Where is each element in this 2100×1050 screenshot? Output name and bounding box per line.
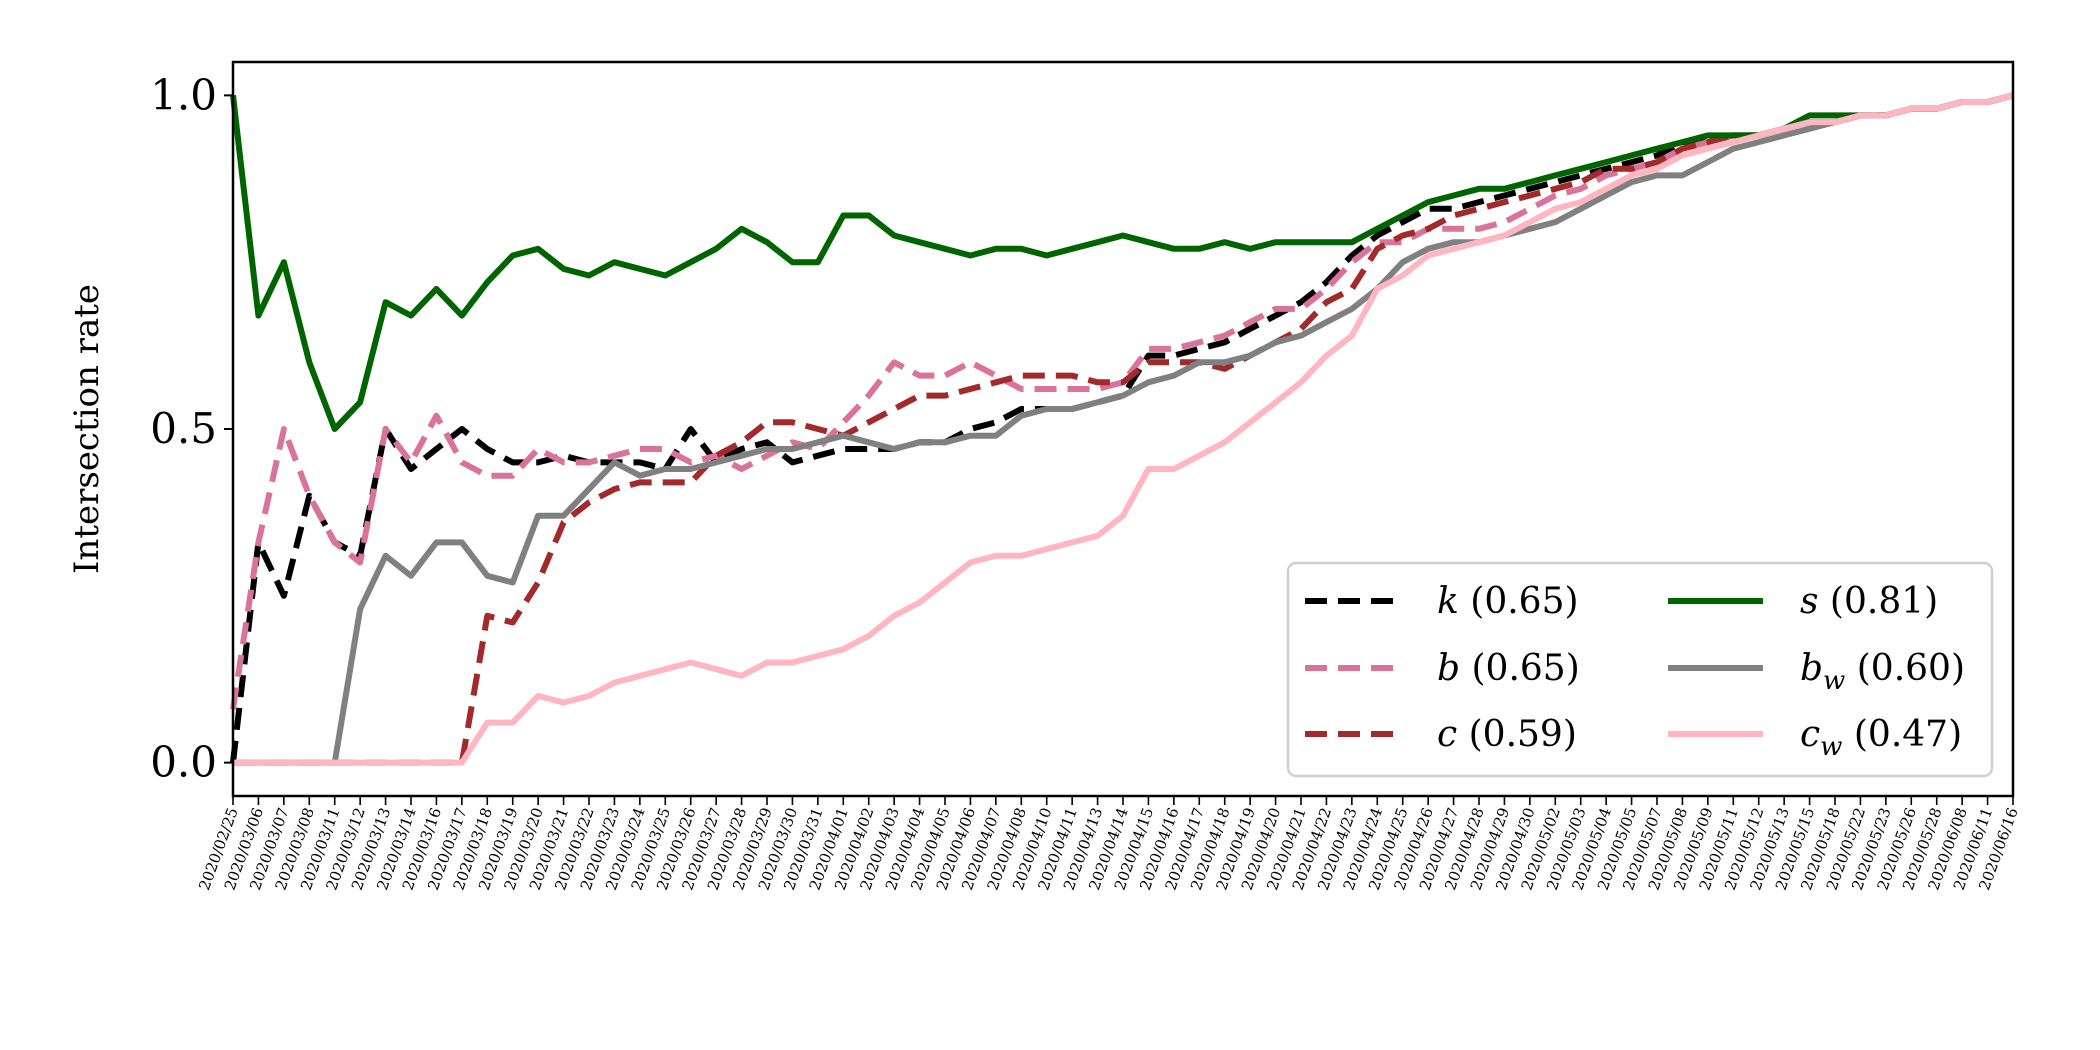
legend-label: c (0.59) (1437, 714, 1577, 755)
series-line-c-w (233, 92, 2014, 766)
y-axis-ticks: 0.0 0.5 1.0 (150, 70, 233, 787)
plot-frame (231, 60, 2015, 798)
legend-label: cw (0.47) (1800, 714, 1962, 762)
series-lines (230, 92, 2014, 766)
y-tick-label: 1.0 (150, 70, 217, 119)
legend-label: bw (0.60) (1800, 648, 1965, 696)
x-axis-ticks: 2020/02/252020/03/062020/03/072020/03/08… (195, 796, 2022, 893)
y-tick-label: 0.0 (150, 738, 217, 787)
legend-label: b (0.65) (1437, 648, 1580, 689)
series-line-b-w (233, 92, 2014, 766)
legend-box (1286, 561, 1994, 778)
legend: k (0.65) b (0.65) c (0.59) s (0.81) bw (0.60… (1286, 561, 1994, 778)
series-line-b (230, 92, 2014, 710)
legend-label: s (0.81) (1800, 581, 1938, 622)
series-line-s (230, 92, 2014, 432)
legend-label: k (0.65) (1437, 581, 1579, 622)
series-line-c (233, 92, 2014, 766)
y-tick-label: 0.5 (150, 404, 217, 453)
y-axis-label: Intersection rate (67, 284, 107, 574)
